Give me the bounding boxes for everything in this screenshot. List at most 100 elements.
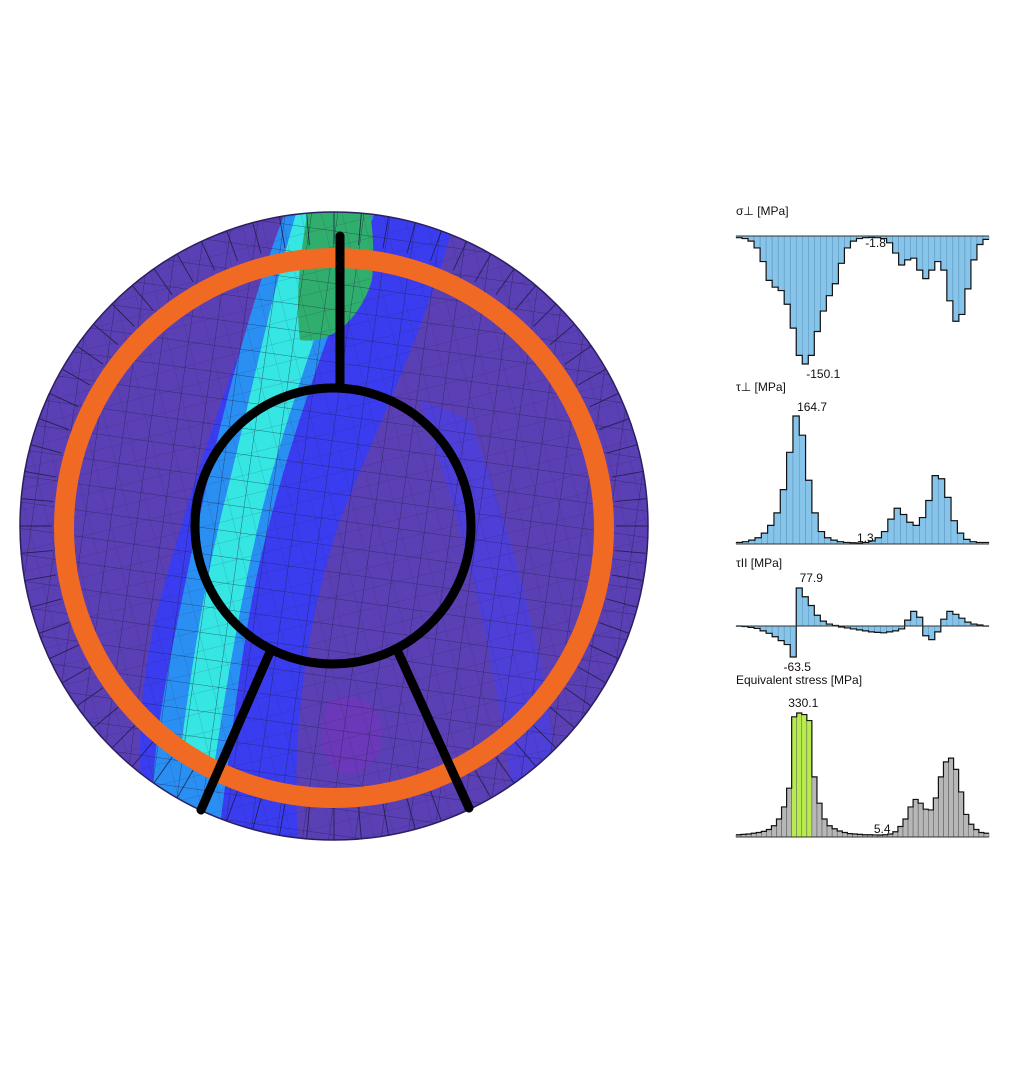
bar xyxy=(765,625,773,634)
bar xyxy=(747,235,755,242)
bar xyxy=(806,720,813,838)
bar xyxy=(922,808,929,838)
equivalent-stress-title: Equivalent stress [MPa] xyxy=(736,673,863,687)
bar xyxy=(836,830,843,838)
sigma-perp-chart: -1.8 -150.1 xyxy=(735,235,990,381)
bar xyxy=(946,611,954,627)
bar xyxy=(776,818,782,838)
bar xyxy=(868,625,875,633)
bar xyxy=(916,235,923,271)
bar xyxy=(820,235,827,312)
bar xyxy=(940,235,948,271)
tau-parallel-chart: 77.9 -63.5 xyxy=(735,571,990,674)
bar xyxy=(931,475,939,545)
min-label: 5.4 xyxy=(874,822,891,836)
bar xyxy=(759,625,767,632)
bar xyxy=(761,831,767,838)
bar xyxy=(808,235,815,356)
bar xyxy=(826,235,833,296)
bar xyxy=(820,620,827,627)
bar xyxy=(786,787,792,838)
bar xyxy=(777,625,785,641)
bar xyxy=(796,712,803,838)
bar xyxy=(780,489,787,545)
bar xyxy=(802,596,809,627)
max-label: -1.8 xyxy=(865,236,886,250)
bar xyxy=(801,714,808,838)
equivalent-stress-panel: Equivalent stress [MPa] 330.1 5.4 xyxy=(735,673,992,848)
bar xyxy=(795,587,803,627)
inner-circle xyxy=(190,383,476,669)
bar xyxy=(792,415,800,545)
bar xyxy=(916,616,923,627)
bar xyxy=(771,825,777,838)
bar xyxy=(948,757,954,838)
bar xyxy=(933,797,939,838)
bar xyxy=(958,617,966,627)
bar xyxy=(842,832,848,838)
bar xyxy=(906,521,914,545)
bar xyxy=(934,625,942,633)
weld-frame xyxy=(190,231,476,815)
bar xyxy=(953,769,959,838)
bar xyxy=(808,605,815,627)
bar xyxy=(922,235,930,279)
bar xyxy=(771,625,779,637)
min-label: 1.3 xyxy=(857,531,874,545)
bar xyxy=(892,831,899,838)
max-label: 164.7 xyxy=(797,400,827,414)
series-outline xyxy=(736,236,989,365)
bar xyxy=(765,235,773,281)
bar xyxy=(892,625,899,632)
bar xyxy=(934,235,942,262)
bar xyxy=(907,806,914,838)
tau-perp-chart: 164.7 1.3 xyxy=(735,400,990,545)
bar xyxy=(917,802,924,838)
right-spoke xyxy=(393,647,474,813)
bar xyxy=(814,235,821,332)
bar xyxy=(904,619,911,627)
max-label: 330.1 xyxy=(788,696,818,710)
fem-stress-contour-view xyxy=(19,211,649,841)
bar xyxy=(910,611,917,627)
bar xyxy=(946,235,954,302)
min-label: -150.1 xyxy=(806,367,840,381)
bar xyxy=(755,832,762,838)
bar xyxy=(886,625,893,633)
bar xyxy=(928,235,936,271)
bar xyxy=(943,761,949,838)
left-spoke xyxy=(196,647,275,815)
bar xyxy=(791,716,797,838)
bar xyxy=(938,776,944,838)
bar xyxy=(838,235,845,264)
equivalent-stress-chart: 330.1 5.4 xyxy=(735,696,990,838)
bar xyxy=(824,537,832,545)
bar xyxy=(816,802,823,838)
bar xyxy=(880,625,887,634)
bar xyxy=(958,791,964,838)
bar xyxy=(957,532,964,545)
bar xyxy=(811,512,819,545)
bar xyxy=(973,829,980,838)
bar xyxy=(789,235,797,329)
bar xyxy=(832,235,839,284)
sigma-perp-panel: σ⊥ [MPa] -1.8 -150.1 xyxy=(735,204,992,381)
bar xyxy=(950,520,958,545)
bar xyxy=(897,826,904,838)
bar xyxy=(976,235,984,245)
bar xyxy=(912,525,920,545)
bar xyxy=(922,625,930,637)
bar xyxy=(970,235,978,261)
bar xyxy=(795,235,803,356)
bar xyxy=(805,480,813,545)
disc-outline xyxy=(19,211,649,841)
bar xyxy=(766,829,772,838)
bar xyxy=(811,776,818,838)
bar xyxy=(904,235,911,261)
orange-ring xyxy=(54,248,614,808)
bar xyxy=(928,625,936,640)
series-outline xyxy=(736,712,989,836)
series-outline xyxy=(736,587,989,658)
bar xyxy=(910,235,917,259)
bar xyxy=(912,799,919,838)
